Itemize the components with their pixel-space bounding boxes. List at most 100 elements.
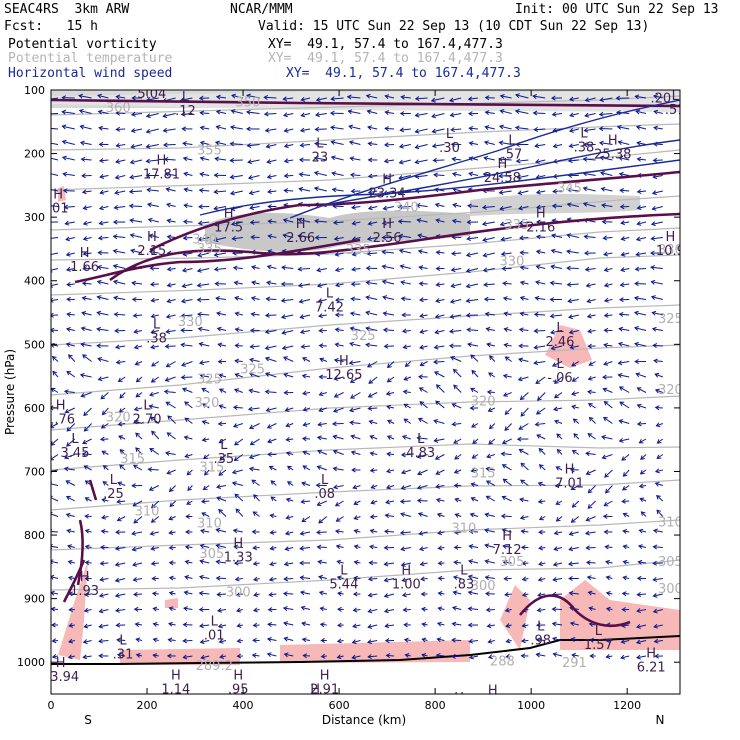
- wind-arrowhead: [635, 639, 641, 645]
- wind-arrow: [605, 485, 613, 494]
- wind-arrowhead: [332, 434, 338, 440]
- wind-arrow: [604, 314, 613, 317]
- wind-arrowhead: [521, 576, 527, 582]
- wind-arrowhead: [51, 590, 55, 596]
- theta-label: 305: [658, 555, 683, 570]
- wind-arrowhead: [601, 454, 607, 460]
- wind-arrow: [268, 235, 277, 238]
- wind-arrow: [217, 609, 227, 612]
- wind-arrowhead: [654, 468, 660, 474]
- wind-arrowhead: [636, 654, 641, 660]
- wind-arrowhead: [365, 265, 371, 271]
- wind-arrowhead: [504, 410, 510, 415]
- wind-arrow: [115, 547, 126, 550]
- wind-arrow: [163, 128, 176, 132]
- wind-arrow: [317, 436, 327, 440]
- wind-arrow: [600, 156, 613, 161]
- wind-arrow: [267, 638, 277, 641]
- wind-arrow: [97, 281, 109, 285]
- wind-arrowhead: [330, 96, 335, 102]
- wind-arrow: [654, 110, 663, 114]
- wind-arrowhead: [369, 514, 375, 520]
- wind-arrow: [147, 189, 159, 192]
- wind-arrowhead: [318, 328, 324, 334]
- wind-arrow: [434, 345, 445, 349]
- wind-arrowhead: [352, 591, 358, 597]
- wind-arrowhead: [184, 575, 190, 580]
- wind-arrowhead: [485, 466, 491, 472]
- wind-arrow: [84, 624, 92, 628]
- wind-arrow: [167, 283, 176, 287]
- wind-arrowhead: [46, 187, 50, 191]
- wind-arrowhead: [431, 143, 437, 149]
- extremum-marker: L: [326, 287, 334, 302]
- wind-arrowhead: [204, 470, 209, 476]
- wind-arrowhead: [452, 368, 458, 374]
- wind-arrow: [438, 607, 445, 610]
- wind-arrow: [654, 640, 663, 643]
- wind-arrow: [453, 384, 462, 393]
- wind-arrowhead: [518, 327, 524, 333]
- wind-arrowhead: [634, 359, 639, 365]
- wind-arrow: [636, 640, 647, 644]
- wind-arrowhead: [180, 327, 185, 333]
- wind-arrow: [169, 500, 176, 507]
- wind-arrowhead: [582, 142, 588, 148]
- wind-arrow: [301, 606, 311, 610]
- wind-arrowhead: [433, 344, 439, 350]
- wind-arrow: [197, 313, 210, 316]
- wind-arrowhead: [401, 312, 406, 318]
- wind-arrow: [367, 237, 378, 240]
- wind-arrowhead: [650, 236, 656, 241]
- wind-arrow: [521, 640, 529, 642]
- wind-arrowhead: [218, 388, 224, 393]
- wind-arrowhead: [135, 653, 141, 658]
- extremum-marker: L: [316, 136, 324, 151]
- wind-arrow: [384, 159, 395, 162]
- wind-arrowhead: [585, 516, 591, 522]
- wind-arrowhead: [431, 128, 437, 134]
- wind-arrowhead: [182, 219, 188, 225]
- wind-arrowhead: [353, 528, 359, 534]
- wind-arrowhead: [233, 456, 239, 461]
- wind-arrowhead: [432, 157, 438, 163]
- wind-arrow: [567, 234, 579, 238]
- pink-shading: [545, 325, 592, 368]
- wind-arrow: [387, 405, 395, 409]
- wind-arrow: [216, 297, 227, 300]
- wind-arrowhead: [536, 434, 542, 439]
- wind-arrowhead: [82, 439, 88, 445]
- wind-arrow: [604, 299, 613, 302]
- wind-arrowhead: [537, 499, 543, 504]
- wind-arrow: [151, 314, 159, 318]
- extremum-value: .08: [314, 487, 335, 502]
- wind-arrow: [469, 172, 479, 176]
- wind-arrowhead: [183, 171, 189, 177]
- wind-arrow: [488, 372, 496, 378]
- wind-arrow: [586, 561, 596, 564]
- wind-arrowhead: [80, 342, 86, 348]
- wind-arrow: [470, 354, 479, 362]
- wind-arrowhead: [318, 407, 324, 413]
- wind-arrow: [117, 654, 126, 657]
- wind-arrowhead: [166, 653, 172, 659]
- wind-arrow: [265, 330, 277, 333]
- wind-arrow: [573, 418, 580, 424]
- wind-arrowhead: [269, 513, 275, 519]
- wind-arrowhead: [454, 513, 460, 518]
- wind-arrow: [469, 530, 479, 533]
- wind-arrow: [167, 415, 176, 424]
- wind-arrow: [488, 438, 496, 445]
- extremum-value: 13.94: [42, 670, 79, 685]
- wind-arrow: [656, 454, 664, 459]
- wind-arrowhead: [652, 544, 658, 550]
- wind-arrow: [368, 392, 378, 398]
- wind-arrowhead: [484, 575, 490, 581]
- wind-arrow: [400, 128, 411, 131]
- wind-arrow: [186, 500, 193, 505]
- wind-arrow: [200, 112, 210, 114]
- wind-arrow: [568, 562, 579, 565]
- wind-arrow: [148, 468, 159, 471]
- wind-arrow: [617, 126, 630, 130]
- wind-arrowhead: [502, 280, 508, 286]
